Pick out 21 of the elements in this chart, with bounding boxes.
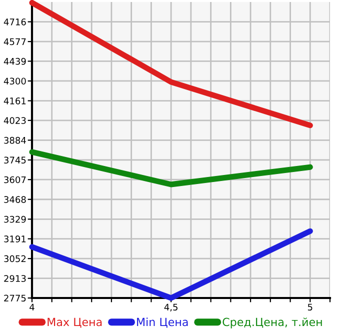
- y-tick-label: 4577: [4, 38, 26, 46]
- x-tick-label: 5: [308, 304, 312, 311]
- y-tick-label: 4023: [4, 117, 26, 124]
- x-tick-label: 4: [30, 304, 34, 310]
- y-tick-label: 2775: [4, 294, 26, 302]
- y-tick-label: 3052: [4, 255, 26, 262]
- y-tick-label: 3329: [4, 216, 26, 223]
- y-tick-label: 3884: [4, 136, 26, 144]
- y-tick-label: 4439: [4, 58, 26, 65]
- y-tick-label: 2913: [4, 275, 26, 282]
- y-tick-label: 3745: [4, 156, 26, 164]
- y-tick-label: 4300: [4, 78, 26, 85]
- y-tick-label: 4161: [4, 97, 26, 104]
- y-tick-label: 3191: [4, 236, 26, 242]
- x-tick-label: 4,5: [164, 304, 178, 312]
- y-tick-label: 3468: [4, 196, 26, 203]
- y-tick-label: 4716: [4, 18, 26, 26]
- legend-label: Max Цена: [48, 318, 102, 328]
- legend-label: Сред.Цена, т.йен: [222, 318, 322, 328]
- legend-label: Min Цена: [137, 318, 188, 328]
- y-tick-label: 3607: [4, 176, 26, 184]
